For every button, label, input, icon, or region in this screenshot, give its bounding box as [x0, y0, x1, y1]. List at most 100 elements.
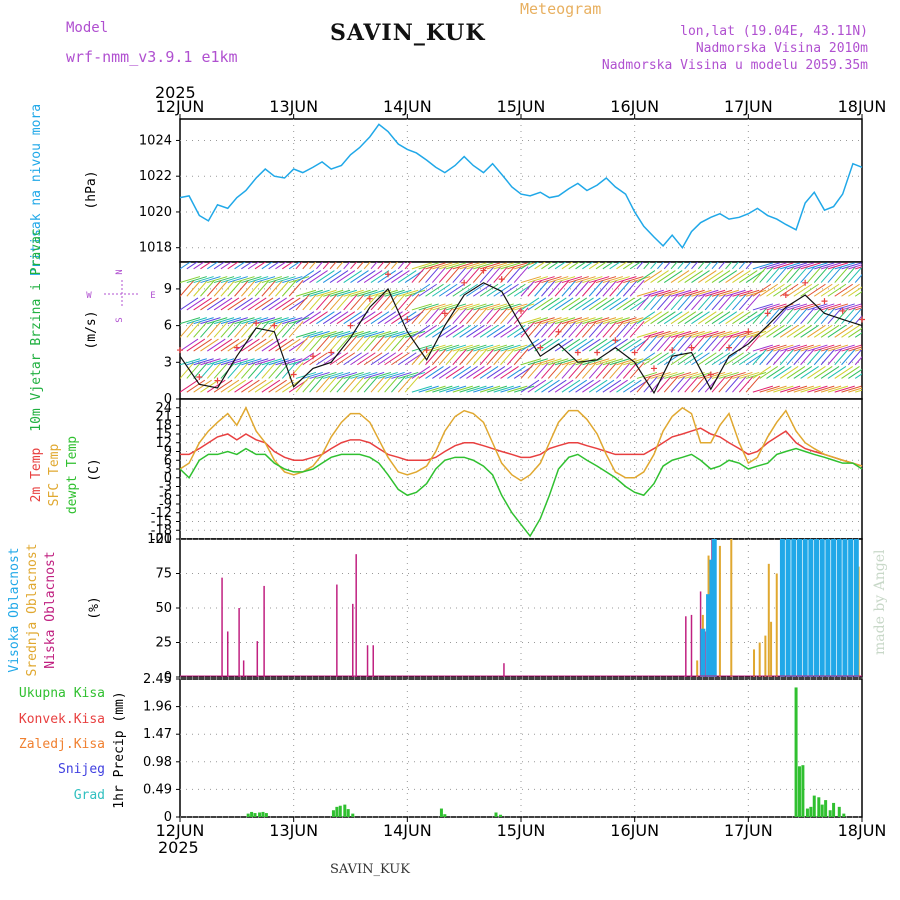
wind-barb	[752, 283, 772, 297]
x-top-label: 13JUN	[269, 97, 318, 116]
wind-barb	[438, 307, 454, 324]
wind-barb	[316, 334, 331, 352]
wind-barb	[684, 375, 700, 393]
wind-barb	[848, 346, 862, 352]
wind-barb	[622, 362, 638, 379]
temperature-ytick-label: 24	[155, 401, 172, 416]
precip-bar	[264, 813, 268, 817]
wind-barb	[643, 262, 651, 270]
wind-barb	[779, 266, 795, 283]
precip-bar	[494, 812, 498, 817]
wind-barb	[398, 330, 419, 338]
wind-barb	[793, 344, 814, 352]
wind-barb	[807, 266, 822, 283]
wind-barb	[193, 362, 209, 379]
wind-barb	[282, 338, 301, 352]
wind-barb	[691, 293, 706, 311]
wind-barb	[316, 262, 324, 270]
wind-gust-marker	[347, 322, 354, 329]
wind-barb	[609, 379, 628, 393]
wind-barb	[582, 297, 601, 311]
wind-barb	[493, 262, 514, 270]
wind-barb	[602, 338, 622, 352]
wind-barb	[623, 276, 644, 284]
wind-barb	[616, 297, 635, 311]
wind-barb	[841, 266, 856, 283]
wind-barb	[595, 358, 617, 366]
wind-barb	[234, 279, 249, 297]
wind-barb	[820, 303, 842, 311]
wind-barb	[800, 307, 815, 324]
wind-barb	[431, 348, 447, 366]
precip-bar	[335, 806, 339, 817]
wind-barb	[329, 330, 351, 338]
wind-barb	[329, 262, 337, 270]
wind-barb	[329, 352, 349, 366]
lonlat-readout: lon,lat (19.04E, 43.11N)	[680, 24, 868, 39]
x-bottom-label: 13JUN	[269, 821, 318, 840]
wind-barb	[616, 358, 637, 366]
wind-barb	[820, 324, 840, 338]
wind-barb	[254, 297, 274, 311]
wind-barb	[629, 362, 645, 379]
wind-barb	[718, 262, 726, 270]
precip-bar	[346, 809, 350, 817]
wind-barb	[452, 324, 472, 338]
wind-barb	[513, 307, 529, 324]
wind-barb	[473, 262, 494, 270]
wind-barb	[282, 262, 294, 270]
wind-barb	[704, 352, 724, 366]
wind-barb	[329, 293, 345, 311]
wind-barb	[698, 352, 717, 366]
wind-barb	[445, 324, 465, 338]
wind-barb	[459, 344, 480, 352]
wind-barb	[281, 321, 297, 338]
wind-barb	[425, 366, 444, 379]
wind-barb	[350, 375, 365, 393]
wind-ytick-label: 6	[164, 319, 172, 334]
wind-barb	[213, 362, 229, 379]
wind-gust-marker	[253, 320, 260, 327]
wind-barb	[200, 317, 221, 325]
cloud-legend-1: Srednja Oblacnost	[25, 543, 40, 676]
wind-barb	[725, 334, 740, 352]
wind-barb	[432, 283, 451, 297]
wind-barb	[547, 362, 563, 379]
wind-gust-marker	[707, 371, 714, 378]
precip-ytick-label: 0.98	[143, 755, 172, 770]
wind-barb	[438, 283, 458, 297]
wind-barb	[438, 324, 458, 338]
wind-barb	[418, 348, 434, 366]
wind-barb	[670, 352, 690, 366]
wind-ytick-label: 0	[164, 392, 172, 407]
wind-barb	[855, 266, 862, 270]
temperature-ytick-label: -21	[151, 532, 172, 547]
wind-barbs	[180, 262, 862, 393]
wind-barb	[827, 266, 843, 283]
wind-gust-marker	[650, 365, 657, 372]
wind-barb	[275, 279, 290, 297]
wind-barb	[541, 338, 560, 352]
wind-barb	[704, 293, 720, 311]
wind-barb	[500, 366, 519, 379]
wind-barb	[541, 379, 560, 393]
wind-barb	[302, 311, 322, 325]
wind-barb	[745, 334, 761, 352]
wind-barb	[827, 307, 843, 324]
wind-barb	[663, 270, 683, 283]
wind-barb	[247, 279, 263, 297]
wind-gust-marker	[612, 337, 619, 344]
wind-barb	[200, 276, 221, 284]
cloud-bar	[503, 663, 505, 677]
wind-barb	[670, 334, 686, 352]
cloud-bar	[256, 641, 259, 677]
wind-barb	[472, 266, 488, 283]
wind-barb	[841, 348, 856, 366]
wind-barb	[786, 283, 806, 297]
wind-barb	[752, 348, 768, 366]
wind-barb	[466, 344, 487, 352]
wind-barb	[316, 330, 337, 338]
wind-barb	[398, 289, 419, 297]
wind-gust-marker	[480, 267, 487, 274]
wind-barb	[500, 348, 515, 366]
